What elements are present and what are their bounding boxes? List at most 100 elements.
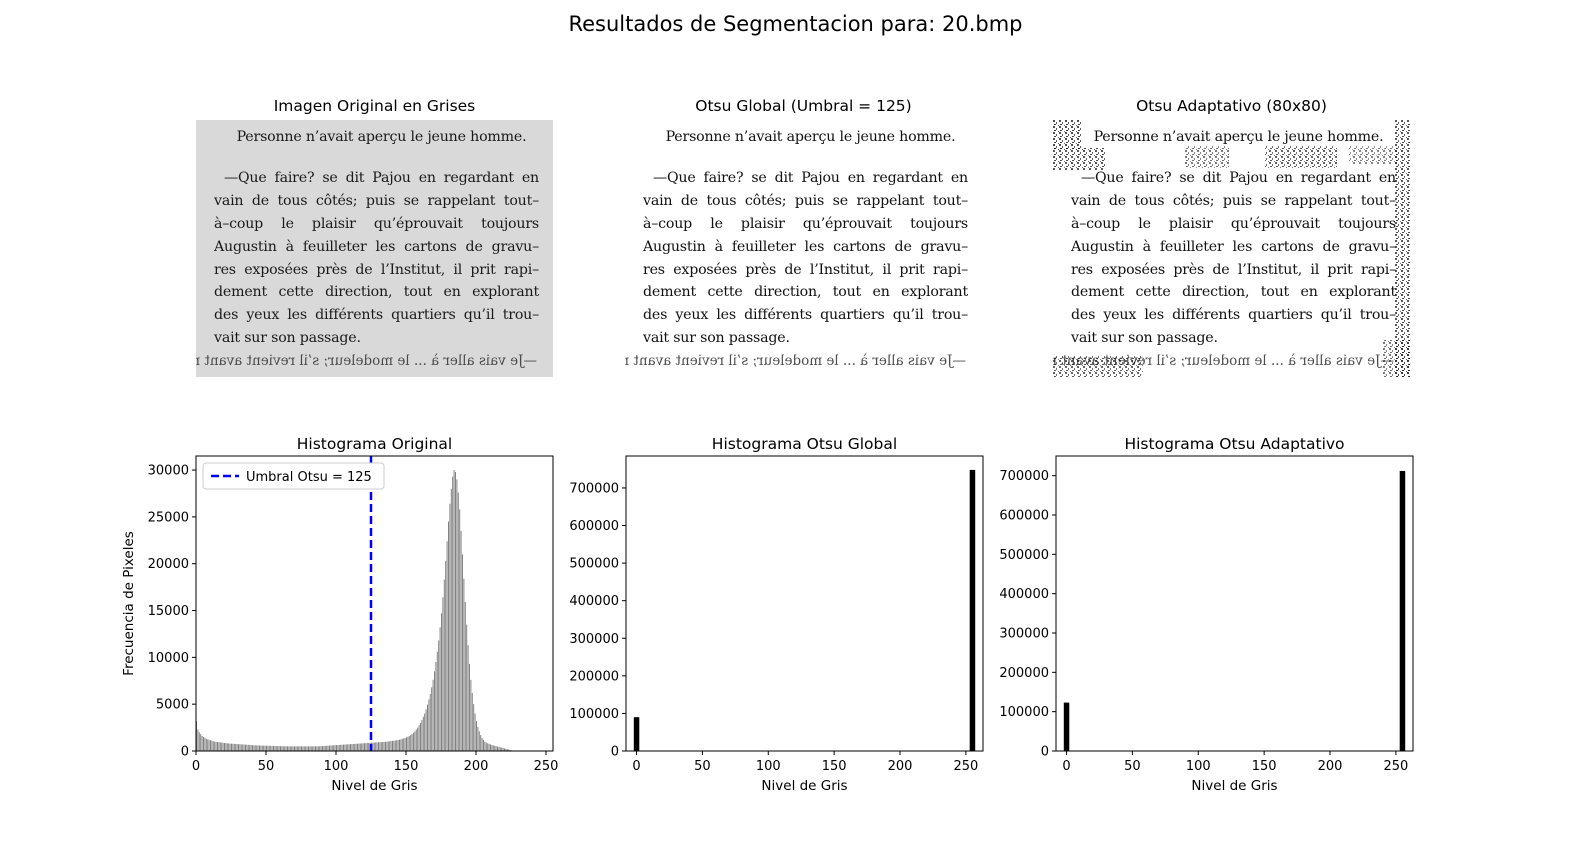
histogram-bar (471, 692, 473, 751)
histogram-bar (232, 743, 234, 751)
histogram-bar (491, 744, 493, 751)
histogram-bar (287, 746, 288, 751)
histogram-bar (229, 743, 231, 751)
histogram-bar (242, 744, 244, 751)
y-tick-label: 600000 (999, 509, 1049, 524)
histogram-bar (385, 741, 386, 751)
histogram-bar (236, 744, 238, 751)
histogram-bar (373, 742, 375, 751)
histogram-bar (224, 742, 225, 751)
histogram-bar (410, 735, 412, 751)
histogram-bar (403, 738, 405, 751)
histogram-bar (480, 735, 482, 751)
histogram-bar (358, 743, 360, 751)
histogram-bar (401, 738, 403, 751)
histogram-bar (365, 743, 367, 751)
histogram-bar (436, 651, 438, 751)
histogram-bar (460, 530, 462, 751)
y-tick-label: 600000 (569, 519, 619, 534)
histogram-bar (375, 742, 377, 751)
histogram-bar (301, 746, 302, 751)
text-line: des yeux les différents quartiers qu’il … (643, 307, 968, 324)
histogram-otsu-adaptive-svg: Histograma Otsu Adaptativo 0 50 100 150 200 25… (999, 435, 1414, 794)
histogram-bar (296, 746, 298, 751)
histogram-bar (336, 745, 337, 751)
histogram-bar (303, 746, 305, 751)
histogram-bar (274, 745, 276, 751)
histogram-bar (338, 744, 340, 751)
y-tick-label: 25000 (148, 510, 189, 525)
x-tick-label: 250 (1383, 759, 1408, 774)
plot-frame (1055, 455, 1414, 752)
histogram-bar (467, 645, 469, 751)
histogram-bar (306, 746, 308, 751)
histogram-bar (305, 746, 307, 751)
x-axis-label: Nivel de Gris (761, 778, 847, 794)
histogram-bar (494, 745, 496, 751)
histogram-bar (268, 745, 270, 751)
y-tick-label: 0 (611, 745, 619, 760)
x-tick-label: 50 (1124, 759, 1141, 774)
image-title-otsu-adaptive: Otsu Adaptativo (80x80) (1136, 97, 1327, 115)
y-tick-label: 0 (181, 745, 189, 760)
histogram-bar (291, 746, 293, 751)
histogram-bar (254, 745, 256, 751)
histogram-bar (969, 469, 976, 751)
histogram-bar (414, 731, 416, 751)
text-line: Personne n’avait aperçu le jeune homme. (665, 129, 956, 145)
histogram-bar (439, 627, 441, 751)
histogram-bar (357, 743, 358, 751)
histogram-bar (478, 731, 480, 751)
x-tick-label: 100 (324, 759, 349, 774)
histogram-bar (352, 743, 354, 751)
histogram-bar (355, 743, 357, 751)
x-tick-label: 0 (192, 759, 200, 774)
image-title-original: Imagen Original en Grises (273, 97, 476, 115)
y-tick-label: 15000 (148, 604, 189, 619)
histogram-bar (505, 748, 507, 751)
histogram-bar (380, 742, 382, 751)
text-line: Augustin à feuilleter les cartons de gra… (643, 238, 968, 255)
histogram-bar (264, 745, 266, 751)
histogram-bar (309, 746, 311, 751)
histogram-bar (284, 746, 286, 751)
x-axis-label: Nivel de Gris (331, 778, 417, 794)
histogram-bar (438, 640, 440, 751)
histogram-bar (313, 746, 315, 751)
histogram-bar (205, 738, 207, 751)
histogram-bar (497, 746, 498, 751)
histogram-bar (322, 746, 323, 751)
histogram-original: Histograma Original 0 50 100 150 200 250 0 5000 1… (100, 425, 570, 805)
histogram-bar (316, 746, 318, 751)
histogram-bar (359, 743, 361, 751)
histogram-bar (364, 743, 365, 751)
histogram-bar (399, 739, 400, 751)
text-line: res exposées près de l’Institut, il prit… (1071, 261, 1396, 278)
histogram-bar (207, 739, 209, 751)
histogram-bar (310, 746, 312, 751)
histogram-bar (221, 742, 223, 751)
histogram-bar (394, 740, 396, 751)
histogram-bar (390, 741, 392, 751)
histogram-bar (282, 746, 284, 751)
histogram-bar (238, 744, 239, 751)
text-line: des yeux les différents quartiers qu’il … (214, 307, 539, 324)
histogram-bar (502, 748, 504, 751)
histogram-bar (400, 739, 402, 751)
histogram-bar (201, 736, 203, 751)
histogram-bar (263, 745, 265, 751)
histogram-bar (350, 744, 351, 751)
histogram-bar (347, 744, 349, 751)
histogram-bar (243, 744, 245, 751)
histogram-bar (499, 747, 501, 751)
histogram-bar (256, 745, 258, 751)
histogram-bar (463, 578, 465, 751)
histogram-bar (218, 742, 220, 751)
y-tick-label: 100000 (999, 705, 1049, 720)
histogram-bar (319, 746, 321, 751)
y-tick-label: 400000 (999, 587, 1049, 602)
histogram-bar (228, 743, 230, 751)
histogram-bar (235, 743, 237, 751)
histogram-bar (389, 741, 391, 751)
histogram-bar (341, 744, 343, 751)
